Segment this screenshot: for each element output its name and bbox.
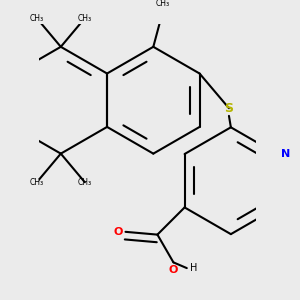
Text: H: H xyxy=(190,263,197,273)
Text: S: S xyxy=(224,102,233,115)
Text: CH₃: CH₃ xyxy=(30,14,44,23)
Text: CH₃: CH₃ xyxy=(156,0,170,8)
Text: O: O xyxy=(169,265,178,275)
Text: CH₃: CH₃ xyxy=(78,178,92,187)
Text: N: N xyxy=(280,149,290,159)
Text: CH₃: CH₃ xyxy=(78,14,92,23)
Text: CH₃: CH₃ xyxy=(30,178,44,187)
Text: O: O xyxy=(113,227,123,237)
